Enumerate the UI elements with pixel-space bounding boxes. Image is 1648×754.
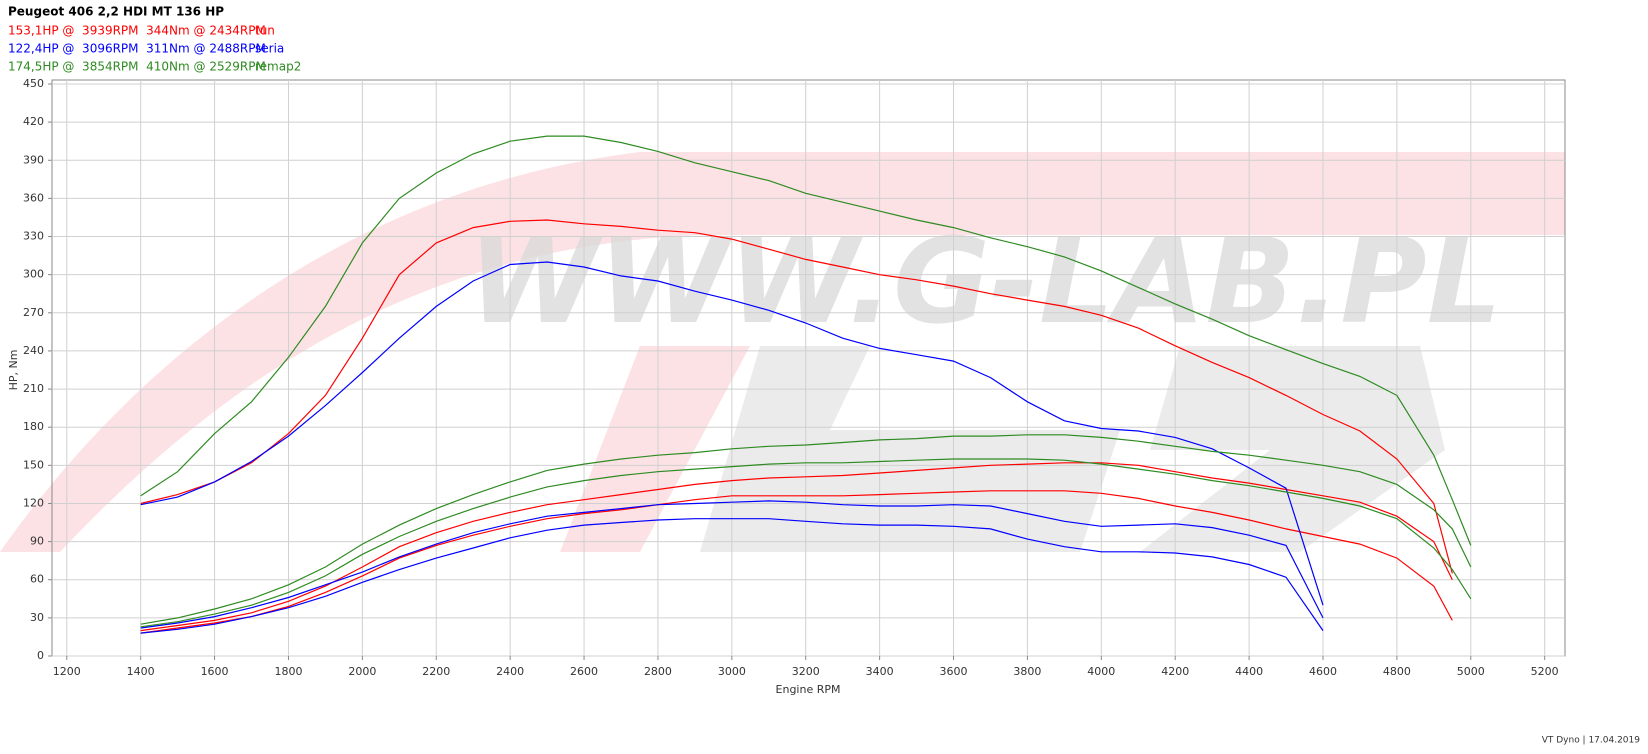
x-tick-label: 3000 [718, 665, 746, 678]
chart-title: Peugeot 406 2,2 HDI MT 136 HP [8, 5, 224, 19]
y-axis-label: HP, Nm [7, 350, 20, 391]
x-axis-label: Engine RPM [776, 683, 841, 696]
x-tick-label: 5200 [1531, 665, 1559, 678]
x-tick-label: 2400 [496, 665, 524, 678]
x-tick-label: 4600 [1309, 665, 1337, 678]
curve [140, 261, 1324, 606]
x-tick-label: 3800 [1013, 665, 1041, 678]
legend-summary: 174,5HP @ 3854RPM 410Nm @ 2529RPM [8, 60, 266, 74]
legend-summary: 122,4HP @ 3096RPM 311Nm @ 2488RPM [8, 42, 266, 56]
x-tick-label: 5000 [1457, 665, 1485, 678]
y-tick-label: 420 [23, 115, 44, 128]
y-tick-label: 180 [23, 420, 44, 433]
y-tick-label: 450 [23, 77, 44, 90]
curve [140, 135, 1472, 546]
curve [140, 434, 1472, 625]
logo-swoosh [0, 152, 1565, 552]
curve [140, 458, 1472, 628]
y-tick-label: 390 [23, 153, 44, 166]
x-tick-label: 1600 [201, 665, 229, 678]
legend-name: seria [255, 42, 284, 56]
curve [140, 219, 1453, 574]
footer: VT Dyno | 17.04.2019 [1542, 736, 1641, 746]
x-tick-label: 2600 [570, 665, 598, 678]
y-tick-label: 300 [23, 268, 44, 281]
x-tick-label: 2000 [348, 665, 376, 678]
curve [140, 490, 1453, 634]
x-tick-label: 1200 [53, 665, 81, 678]
curve [140, 518, 1324, 634]
y-tick-label: 150 [23, 458, 44, 471]
y-tick-label: 270 [23, 306, 44, 319]
x-tick-label: 2200 [422, 665, 450, 678]
y-tick-label: 0 [37, 649, 44, 662]
x-tick-label: 4000 [1087, 665, 1115, 678]
x-tick-label: 3400 [866, 665, 894, 678]
x-tick-label: 4800 [1383, 665, 1411, 678]
y-tick-label: 210 [23, 382, 44, 395]
x-tick-label: 1400 [127, 665, 155, 678]
y-tick-label: 30 [30, 611, 44, 624]
x-tick-label: 4200 [1161, 665, 1189, 678]
logo-letters [700, 346, 1445, 552]
y-tick-label: 90 [30, 535, 44, 548]
curve [140, 462, 1453, 632]
x-tick-label: 2800 [644, 665, 672, 678]
y-tick-label: 60 [30, 573, 44, 586]
legend-summary: 153,1HP @ 3939RPM 344Nm @ 2434RPM [8, 24, 266, 38]
legend-name: tun [255, 24, 275, 38]
y-tick-label: 240 [23, 344, 44, 357]
watermark: WWW.G-LAB.PL [468, 212, 1502, 350]
x-tick-label: 3200 [792, 665, 820, 678]
x-tick-label: 3600 [940, 665, 968, 678]
y-tick-label: 360 [23, 191, 44, 204]
x-tick-label: 1800 [274, 665, 302, 678]
y-tick-label: 330 [23, 230, 44, 243]
y-tick-label: 120 [23, 496, 44, 509]
legend-name: remap2 [255, 60, 301, 74]
curve [140, 500, 1324, 629]
logo-swoosh [0, 346, 750, 552]
x-tick-label: 4400 [1235, 665, 1263, 678]
